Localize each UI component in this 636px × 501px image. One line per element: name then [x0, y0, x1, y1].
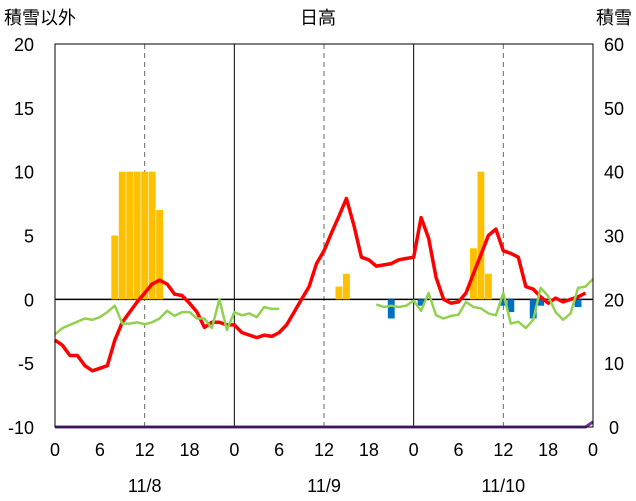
- left-tick-label: 5: [24, 227, 34, 247]
- bar: [111, 235, 119, 300]
- x-tick-label: 0: [229, 440, 239, 460]
- bar: [141, 171, 149, 300]
- bar: [529, 299, 537, 319]
- right-axis-label: 積雪: [596, 8, 632, 29]
- left-tick-label: -10: [8, 418, 34, 438]
- bar: [118, 171, 126, 300]
- x-tick-label: 0: [50, 440, 60, 460]
- x-tick-label: 6: [274, 440, 284, 460]
- date-label: 11/10: [481, 476, 525, 496]
- right-tick-label: 30: [604, 227, 624, 247]
- x-tick-label: 0: [409, 440, 419, 460]
- x-tick-label: 6: [453, 440, 463, 460]
- bar: [477, 171, 485, 300]
- bar: [335, 286, 343, 300]
- bar: [574, 299, 582, 307]
- bar: [417, 299, 425, 306]
- right-tick-label: 40: [604, 163, 624, 183]
- x-tick-label: 18: [179, 440, 199, 460]
- right-tick-label: 60: [604, 35, 624, 55]
- left-axis-label: 積雪以外: [4, 8, 76, 29]
- right-tick-label: 10: [604, 354, 624, 374]
- bars: [111, 171, 582, 319]
- bar: [133, 171, 141, 300]
- x-tick-label: 12: [135, 440, 155, 460]
- series-line: [54, 278, 594, 336]
- left-tick-label: -5: [18, 354, 34, 374]
- right-tick-label: 0: [609, 418, 619, 438]
- bar: [507, 299, 515, 313]
- bar: [126, 171, 134, 300]
- left-tick-label: 0: [24, 290, 34, 310]
- left-tick-label: 10: [14, 163, 34, 183]
- left-tick-label: 15: [14, 99, 34, 119]
- x-tick-label: 18: [359, 440, 379, 460]
- right-tick-label: 50: [604, 99, 624, 119]
- plot-frame: [54, 43, 594, 428]
- x-tick-label: 12: [493, 440, 513, 460]
- date-label: 11/8: [128, 476, 162, 496]
- bar: [148, 171, 156, 300]
- date-label: 11/9: [307, 476, 341, 496]
- bar: [537, 299, 545, 306]
- bar: [484, 273, 492, 300]
- chart-title: 日高: [300, 8, 336, 29]
- bar: [156, 209, 164, 300]
- x-tick-label: 0: [588, 440, 598, 460]
- left-tick-label: 20: [14, 35, 34, 55]
- right-tick-label: 20: [604, 290, 624, 310]
- bar: [342, 273, 350, 300]
- bar: [387, 299, 395, 319]
- bar: [499, 299, 507, 306]
- series-line: [54, 196, 587, 373]
- x-tick-label: 18: [538, 440, 558, 460]
- x-tick-label: 6: [95, 440, 105, 460]
- x-tick-label: 12: [314, 440, 334, 460]
